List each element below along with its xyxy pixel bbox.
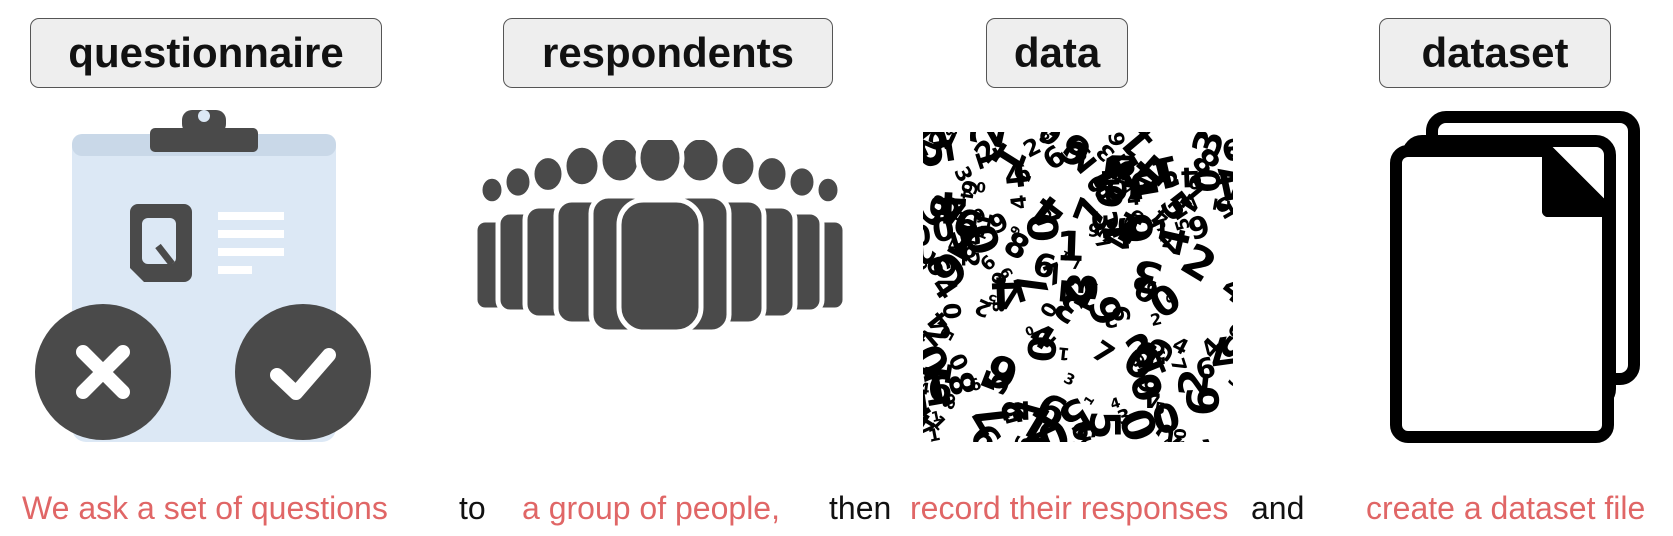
- svg-text:2: 2: [956, 251, 984, 268]
- svg-text:9: 9: [1067, 419, 1104, 442]
- svg-text:9: 9: [1108, 211, 1163, 246]
- svg-text:1: 1: [1057, 342, 1071, 363]
- svg-text:5: 5: [923, 158, 931, 191]
- svg-text:0: 0: [1066, 273, 1078, 289]
- svg-text:4: 4: [1226, 269, 1233, 293]
- svg-text:9: 9: [1103, 132, 1129, 148]
- svg-text:9: 9: [1132, 375, 1163, 395]
- svg-text:2: 2: [1049, 276, 1097, 308]
- svg-text:8: 8: [988, 301, 1008, 313]
- svg-text:2: 2: [1161, 232, 1174, 252]
- caption-record-responses: record their responses: [910, 490, 1229, 526]
- svg-text:6: 6: [923, 257, 932, 274]
- svg-text:6: 6: [1009, 432, 1039, 442]
- caption-group-of-people: a group of people,: [522, 490, 780, 526]
- svg-text:6: 6: [1089, 181, 1133, 212]
- svg-text:9: 9: [960, 234, 978, 261]
- svg-text:0: 0: [1017, 212, 1067, 244]
- label-dataset: dataset: [1379, 18, 1611, 88]
- crowd-icon: [470, 130, 850, 360]
- svg-text:4: 4: [1002, 155, 1030, 197]
- svg-text:8: 8: [943, 132, 961, 137]
- svg-text:1: 1: [968, 208, 999, 231]
- svg-text:7: 7: [947, 236, 956, 250]
- svg-text:0: 0: [1130, 132, 1159, 144]
- svg-text:0: 0: [1189, 168, 1229, 193]
- svg-text:0: 0: [937, 302, 966, 321]
- svg-text:4: 4: [1108, 395, 1122, 413]
- svg-text:7: 7: [1166, 355, 1191, 374]
- svg-text:6: 6: [986, 269, 1011, 288]
- label-data: data: [986, 18, 1128, 88]
- svg-text:5: 5: [1080, 410, 1129, 439]
- svg-text:3: 3: [1083, 208, 1124, 233]
- svg-text:4: 4: [1143, 384, 1160, 413]
- svg-text:0: 0: [923, 217, 932, 252]
- svg-text:9: 9: [1086, 220, 1101, 242]
- svg-text:1: 1: [1095, 153, 1139, 184]
- svg-text:0: 0: [1186, 171, 1204, 195]
- svg-text:3: 3: [1224, 366, 1233, 394]
- svg-text:5: 5: [1153, 398, 1167, 419]
- svg-text:3: 3: [1121, 214, 1143, 231]
- svg-text:4: 4: [1006, 193, 1032, 210]
- svg-text:6: 6: [923, 297, 929, 325]
- svg-text:7: 7: [1071, 255, 1082, 274]
- svg-text:2: 2: [997, 398, 1038, 424]
- svg-text:4: 4: [936, 181, 968, 232]
- caption-to: to: [459, 490, 486, 526]
- svg-text:6: 6: [956, 177, 983, 198]
- svg-text:4: 4: [1094, 220, 1145, 253]
- svg-text:2: 2: [1149, 309, 1164, 330]
- svg-text:3: 3: [1057, 270, 1108, 303]
- svg-text:4: 4: [1126, 185, 1142, 210]
- svg-text:4: 4: [989, 266, 1021, 318]
- svg-text:3: 3: [1166, 434, 1221, 442]
- svg-text:4: 4: [1180, 160, 1200, 192]
- svg-text:0: 0: [1020, 334, 1066, 364]
- svg-text:1: 1: [1207, 195, 1233, 214]
- svg-text:5: 5: [1171, 215, 1195, 233]
- svg-text:6: 6: [979, 342, 1026, 401]
- svg-text:9: 9: [927, 366, 953, 407]
- svg-text:5: 5: [987, 290, 999, 306]
- svg-text:6: 6: [950, 203, 965, 226]
- svg-text:1: 1: [927, 425, 942, 442]
- svg-text:5: 5: [1162, 294, 1178, 304]
- svg-text:4: 4: [1091, 169, 1125, 190]
- svg-text:6: 6: [1221, 317, 1233, 345]
- caption-and: and: [1251, 490, 1305, 526]
- svg-text:5: 5: [1154, 346, 1167, 367]
- label-questionnaire: questionnaire: [30, 18, 382, 88]
- svg-text:5: 5: [1098, 176, 1143, 205]
- caption-ask-questions: We ask a set of questions: [22, 490, 388, 526]
- svg-text:2: 2: [1117, 160, 1135, 186]
- svg-text:0: 0: [1170, 427, 1190, 440]
- svg-text:8: 8: [1159, 434, 1178, 442]
- caption-create-dataset: create a dataset file: [1366, 490, 1646, 526]
- svg-text:9: 9: [1108, 305, 1136, 322]
- stacked-documents-icon: [1370, 105, 1650, 445]
- svg-text:6: 6: [1178, 385, 1230, 417]
- svg-text:1: 1: [930, 409, 943, 427]
- svg-text:4: 4: [923, 378, 931, 398]
- label-respondents: respondents: [503, 18, 833, 88]
- svg-text:7: 7: [923, 441, 934, 442]
- svg-text:4: 4: [955, 186, 977, 201]
- svg-text:2: 2: [1102, 307, 1119, 332]
- caption-then: then: [829, 490, 892, 526]
- svg-text:2: 2: [1170, 367, 1219, 399]
- clipboard-questionnaire-icon: [30, 100, 380, 445]
- svg-text:4: 4: [1213, 266, 1233, 314]
- numbers-pattern-icon: 4444154724464286290408010147780969786441…: [923, 132, 1233, 442]
- svg-text:0: 0: [976, 178, 987, 195]
- svg-text:1: 1: [1055, 222, 1085, 271]
- svg-text:4: 4: [923, 325, 931, 348]
- svg-text:8: 8: [923, 193, 968, 222]
- svg-text:7: 7: [1086, 334, 1121, 372]
